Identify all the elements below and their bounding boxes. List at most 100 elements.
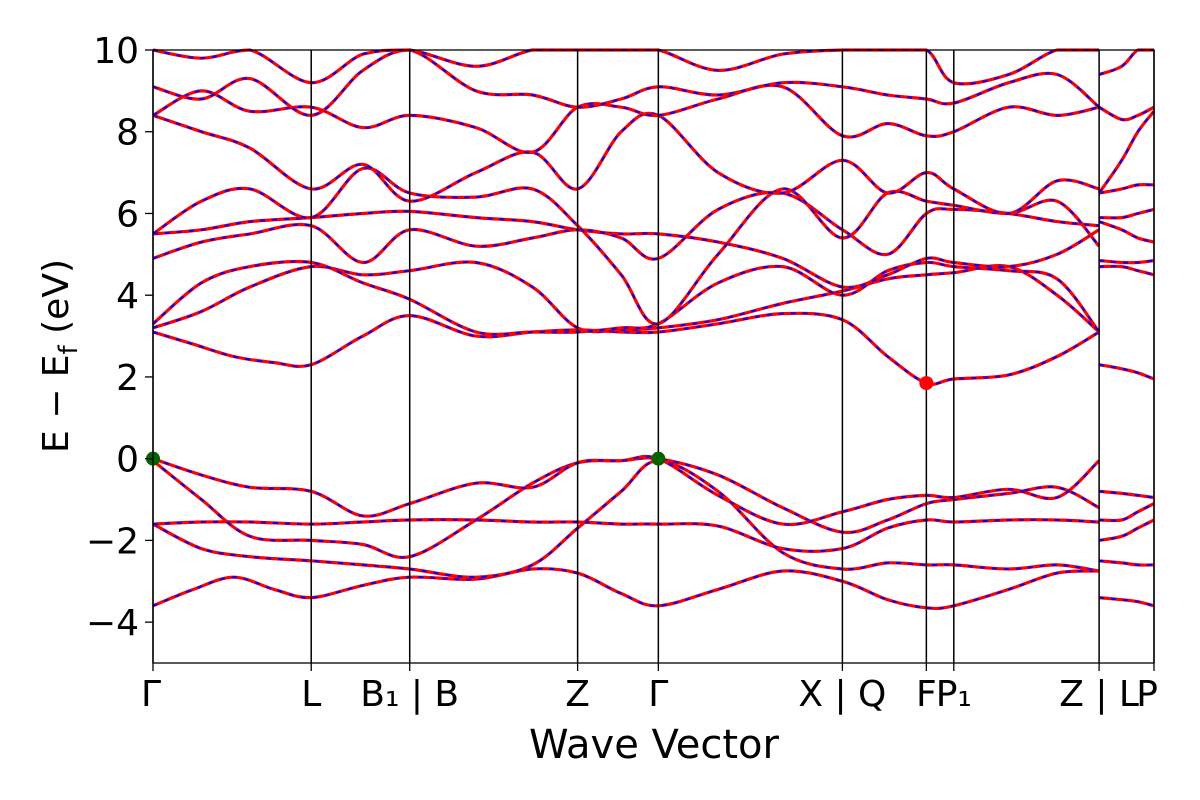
band-15 [152, 48, 1100, 86]
band-line-dashed [1098, 106, 1155, 121]
y-tick-label: 2 [116, 358, 139, 399]
kpoint-lines-layer [152, 50, 1155, 663]
y-tick-label: 4 [116, 276, 139, 317]
band-line-dashed [152, 518, 1100, 553]
band-line-dashed [1098, 183, 1155, 194]
band-line-dashed [152, 456, 1100, 559]
x-tick-label: Z | L [1059, 674, 1139, 715]
y-tick-label: −2 [86, 521, 139, 562]
y-ticks-layer: −4 −2 0 2 4 6 8 10 [86, 31, 153, 644]
y-axis-label-main: E − E [36, 354, 77, 453]
band-line-dashed [1098, 220, 1155, 244]
band-line-dashed [1098, 519, 1155, 542]
band-23 [1098, 258, 1155, 265]
band-1 [152, 567, 1100, 611]
x-ticks-layer: Γ L B₁ | B Z Γ X | Q F P₁ Z | LP [141, 663, 1158, 715]
y-axis-label-unit: (eV) [36, 259, 77, 345]
band-line [1098, 596, 1155, 608]
x-tick-label: Γ [141, 674, 161, 715]
band-11 [152, 166, 1101, 326]
y-tick-label: 0 [116, 440, 139, 481]
band-24 [1098, 220, 1155, 244]
band-17 [1098, 559, 1155, 567]
band-line-dashed [152, 567, 1100, 610]
band-line-dashed [152, 459, 1100, 579]
vbm-marker [651, 451, 666, 466]
band-7 [152, 260, 1101, 334]
plot-frame [152, 49, 1155, 664]
extrema-markers-layer [146, 376, 934, 466]
band-22 [1099, 264, 1155, 277]
band-12 [152, 111, 1100, 216]
x-tick-label: P₁ [936, 674, 972, 715]
band-19 [1099, 502, 1155, 523]
band-line-dashed [152, 312, 1100, 386]
band-line [152, 48, 1100, 86]
band-line-dashed [1099, 208, 1155, 219]
x-tick-label: F [916, 674, 937, 715]
band-line-dashed [152, 48, 1100, 117]
band-line [1098, 105, 1155, 122]
band-9 [152, 209, 1100, 290]
band-2 [152, 459, 1100, 579]
band-8 [151, 259, 1101, 336]
band-line-dashed [1099, 265, 1155, 276]
band-27 [1097, 110, 1156, 194]
band-line [1098, 258, 1155, 265]
x-tick-label: Γ [648, 674, 668, 715]
band-18 [1098, 518, 1155, 542]
x-tick-label: L [301, 674, 321, 715]
band-13 [152, 83, 1100, 155]
band-line-dashed [152, 167, 1100, 325]
band-16 [1098, 596, 1155, 608]
band-6 [152, 311, 1100, 386]
band-line-dashed [152, 84, 1100, 154]
y-axis-label-subscript: f [54, 344, 84, 354]
band-line-dashed [152, 112, 1100, 215]
y-axis-label: E − Ef (eV) [36, 259, 84, 453]
band-line-dashed [1098, 49, 1154, 76]
x-axis-label: Wave Vector [529, 722, 780, 768]
band-10 [152, 190, 1100, 265]
band-line [152, 83, 1100, 155]
band-14 [152, 48, 1101, 118]
x-tick-label: Z [565, 674, 590, 715]
cbm-marker [919, 376, 934, 391]
band-line [152, 454, 1101, 527]
y-tick-label: 6 [116, 194, 139, 235]
bands-layer [151, 48, 1156, 611]
band-line-dashed [152, 191, 1100, 264]
band-line [152, 111, 1100, 216]
band-25 [1099, 207, 1155, 220]
y-tick-label: −4 [86, 603, 139, 644]
y-tick-label: 8 [116, 113, 139, 154]
band-21 [1098, 363, 1155, 381]
x-tick-label: P [1136, 674, 1158, 715]
band-20 [1098, 489, 1155, 500]
band-28 [1098, 105, 1155, 122]
band-line-dashed [152, 210, 1100, 289]
y-tick-label: 10 [93, 31, 139, 72]
band-line [152, 518, 1100, 553]
band-line-dashed [152, 455, 1100, 526]
band-line-dashed [1098, 363, 1155, 380]
band-line-dashed [1098, 110, 1155, 194]
band-line [151, 456, 1100, 560]
band-4 [151, 456, 1100, 560]
x-tick-label: X | Q [798, 674, 886, 715]
band-29 [1098, 48, 1154, 77]
band-line [1098, 48, 1154, 77]
band-line-dashed [1099, 502, 1155, 522]
band-line [1098, 363, 1155, 381]
band-line [151, 259, 1101, 336]
band-3 [152, 518, 1100, 553]
band-line [1098, 220, 1155, 244]
band-line [1098, 182, 1155, 195]
band-line [152, 311, 1100, 386]
band-5 [152, 454, 1101, 527]
x-tick-label: B₁ | B [360, 674, 459, 715]
band-line-dashed [1098, 559, 1155, 567]
band-line [152, 209, 1100, 290]
band-line [152, 190, 1100, 265]
